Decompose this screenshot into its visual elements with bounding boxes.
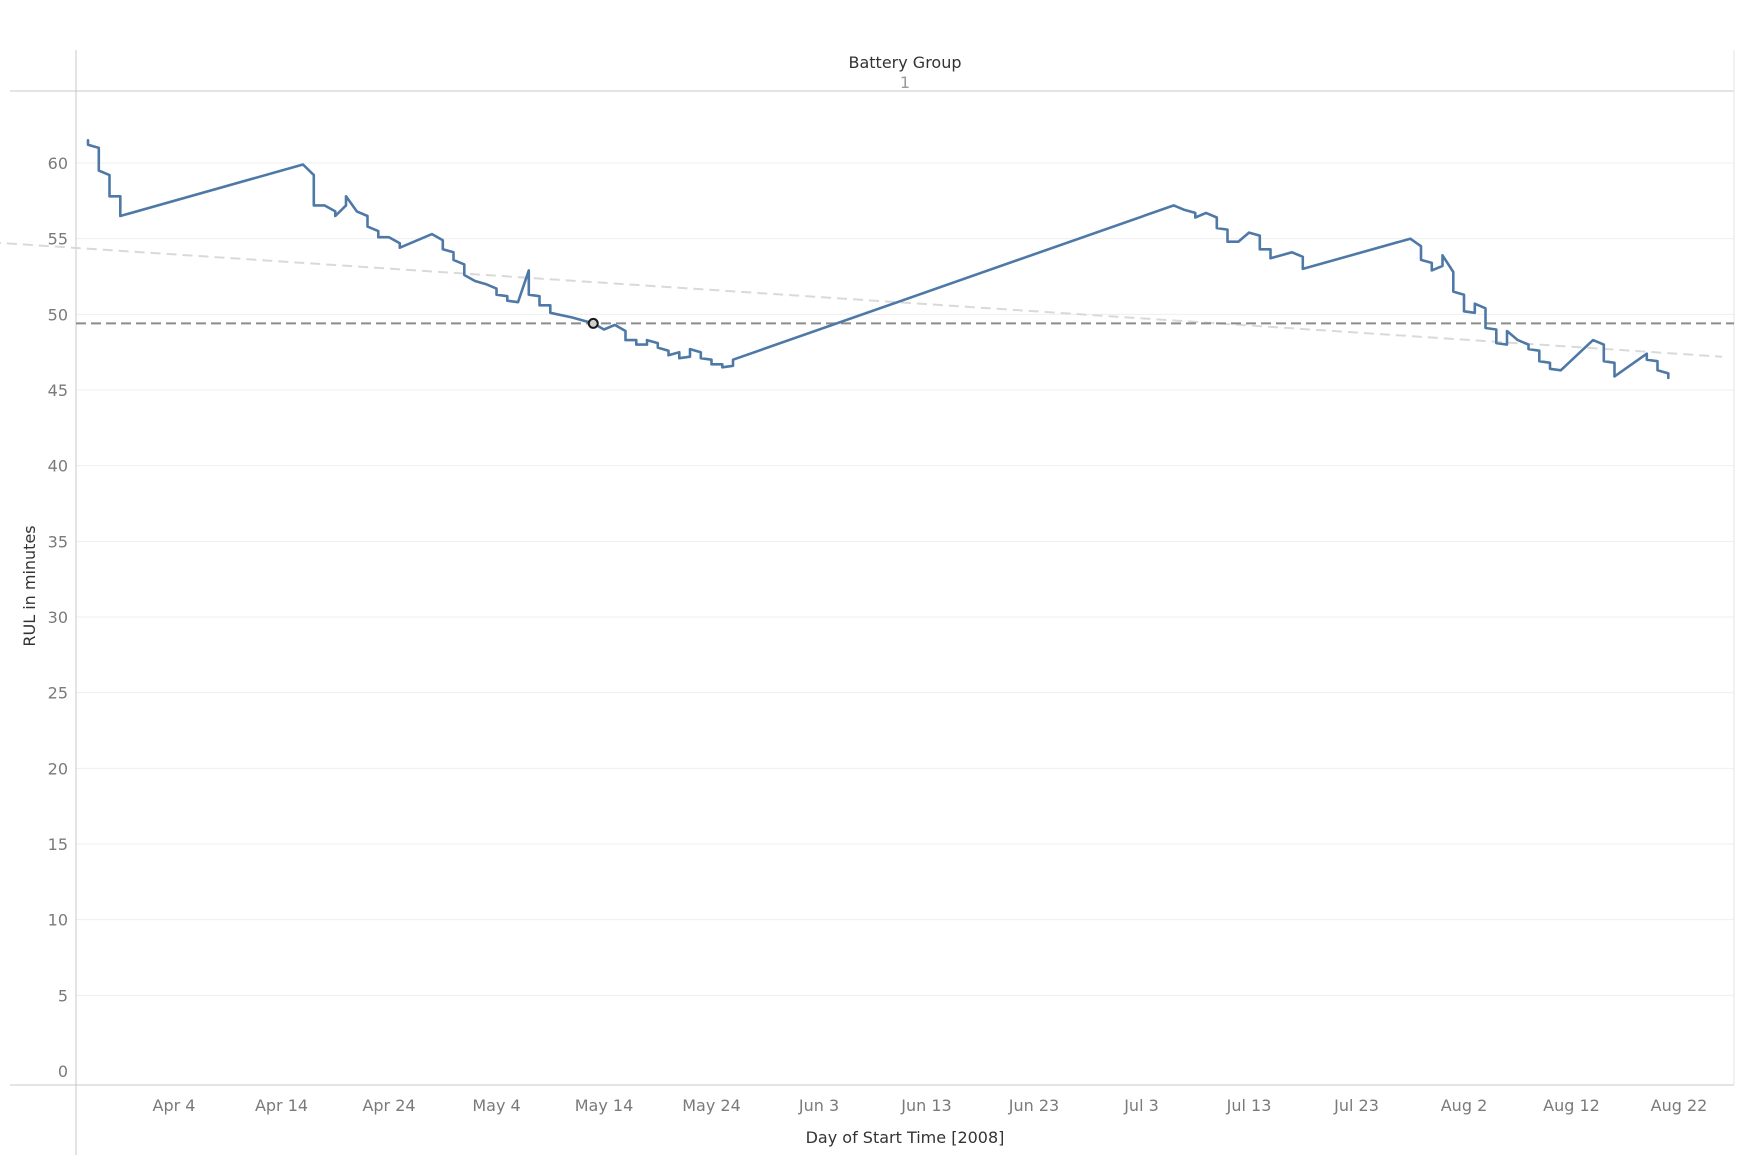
x-tick-label: Jun 13 [900, 1096, 951, 1115]
x-tick-label: Jun 3 [798, 1096, 839, 1115]
y-tick-label: 30 [48, 608, 68, 627]
y-tick-label: 10 [48, 911, 68, 930]
series-layer [86, 139, 1670, 380]
y-tick-label: 5 [58, 986, 68, 1005]
x-tick-label: May 24 [682, 1096, 741, 1115]
y-tick-label: 0 [58, 1062, 68, 1081]
gridlines [76, 162, 1734, 996]
y-tick-label: 35 [48, 532, 68, 551]
x-tick-label: Jun 23 [1008, 1096, 1059, 1115]
x-tick-label: Aug 12 [1543, 1096, 1600, 1115]
x-axis-title: Day of Start Time [2008] [806, 1128, 1005, 1147]
header-title: Battery Group [848, 53, 961, 72]
y-tick-label: 40 [48, 457, 68, 476]
x-tick-label: Aug 2 [1441, 1096, 1488, 1115]
header-value: 1 [900, 73, 910, 92]
y-tick-label: 55 [48, 230, 68, 249]
x-tick-label: Apr 14 [255, 1096, 308, 1115]
y-tick-label: 50 [48, 305, 68, 324]
x-tick-label: Apr 24 [362, 1096, 415, 1115]
y-tick-label: 20 [48, 759, 68, 778]
x-tick-label: May 4 [472, 1096, 520, 1115]
x-tick-label: Jul 13 [1226, 1096, 1272, 1115]
y-tick-label: 60 [48, 154, 68, 173]
y-axis: 0 5 10 15 20 25 30 35 40 45 50 55 60 [48, 154, 68, 1081]
series-line[interactable] [86, 139, 1670, 380]
x-tick-label: May 14 [575, 1096, 634, 1115]
x-axis: Apr 4 Apr 14 Apr 24 May 4 May 14 May 24 Jun 3 J… [153, 1096, 1708, 1115]
y-tick-label: 45 [48, 381, 68, 400]
y-axis-title: RUL in minutes [20, 525, 39, 646]
x-tick-label: Jul 3 [1123, 1096, 1159, 1115]
trend-line [0, 241, 1723, 358]
x-tick-label: Aug 22 [1651, 1096, 1708, 1115]
x-tick-label: Jul 23 [1333, 1096, 1379, 1115]
x-tick-label: Apr 4 [153, 1096, 196, 1115]
y-tick-label: 25 [48, 684, 68, 703]
axis-frame [10, 50, 1735, 1155]
highlight-point[interactable] [587, 317, 599, 329]
reference-lines [0, 241, 1734, 358]
y-tick-label: 15 [48, 835, 68, 854]
